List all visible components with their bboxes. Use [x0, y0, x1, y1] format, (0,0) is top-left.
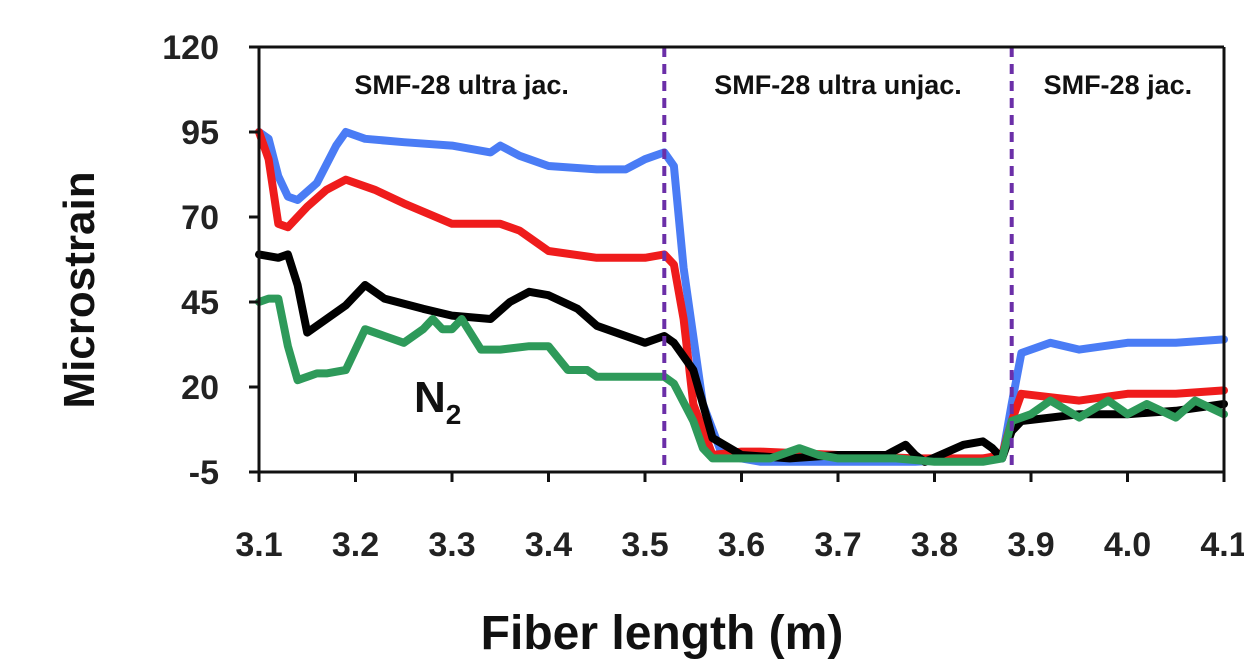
y-axis-title: Microstrain [55, 171, 104, 408]
plot-area [259, 47, 1224, 472]
y-tick-labels: 120 95 70 45 20 -5 [162, 29, 259, 492]
x-tick-labels: 3.1 3.2 3.3 3.4 3.5 3.6 3.7 3.8 3.9 4.0 4.1 [235, 472, 1244, 564]
series-line-1 [255, 128, 1228, 466]
y-tick-label: -5 [189, 454, 219, 492]
x-tick-label: 3.1 [235, 526, 282, 564]
x-tick-label: 3.5 [621, 526, 668, 564]
y-tick-label: 45 [181, 284, 219, 322]
x-tick-label: 3.3 [428, 526, 475, 564]
series-line-4 [255, 294, 1228, 466]
n2-annotation-main: N [414, 373, 446, 422]
region-label-1: SMF-28 ultra jac. [354, 70, 569, 100]
series-line-2 [255, 128, 1228, 463]
n2-annotation-subscript: 2 [446, 399, 462, 430]
region-label-3: SMF-28 jac. [1044, 70, 1193, 100]
x-tick-label: 3.9 [1007, 526, 1054, 564]
x-tick-label: 4.0 [1104, 526, 1151, 564]
x-tick-label: 3.8 [911, 526, 958, 564]
y-tick-label: 70 [181, 199, 219, 237]
x-tick-label: 3.6 [718, 526, 765, 564]
region-labels: SMF-28 ultra jac. SMF-28 ultra unjac. SMF-… [354, 70, 1192, 100]
x-tick-label: 4.1 [1200, 526, 1244, 564]
series-lines [255, 128, 1228, 466]
y-tick-label: 95 [181, 114, 219, 152]
x-tick-label: 3.4 [525, 526, 572, 564]
n2-annotation: N2 [414, 373, 461, 430]
region-label-2: SMF-28 ultra unjac. [714, 70, 962, 100]
y-tick-label: 20 [181, 369, 219, 407]
plot-background [259, 47, 1224, 472]
y-tick-label: 120 [162, 29, 219, 67]
region-dividers [662, 47, 1014, 472]
x-tick-label: 3.2 [332, 526, 379, 564]
x-tick-label: 3.7 [814, 526, 861, 564]
x-axis-title: Fiber length (m) [481, 607, 844, 660]
